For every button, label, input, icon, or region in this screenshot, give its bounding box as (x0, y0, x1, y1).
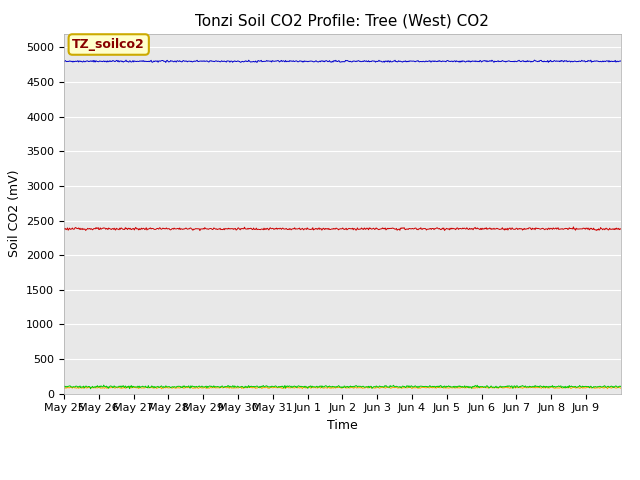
X-axis label: Time: Time (327, 419, 358, 432)
-16cm (399, 59, 407, 64)
Line: -4cm: -4cm (64, 387, 621, 389)
-16cm (162, 60, 170, 65)
-16cm (541, 59, 548, 64)
-8cm (484, 384, 492, 389)
-16cm (94, 59, 102, 64)
-16cm (122, 57, 130, 63)
-8cm (86, 386, 94, 392)
-4cm (94, 385, 102, 391)
Y-axis label: Soil CO2 (mV): Soil CO2 (mV) (8, 170, 20, 257)
-8cm (95, 384, 102, 390)
-2cm (384, 226, 392, 232)
-4cm (541, 385, 548, 391)
Line: -8cm: -8cm (64, 385, 621, 389)
Line: -2cm: -2cm (64, 227, 621, 230)
Text: TZ_soilco2: TZ_soilco2 (72, 38, 145, 51)
-4cm (60, 385, 68, 391)
-16cm (385, 59, 392, 64)
-2cm (399, 226, 406, 231)
-8cm (60, 384, 68, 390)
-8cm (416, 383, 424, 389)
Title: Tonzi Soil CO2 Profile: Tree (West) CO2: Tonzi Soil CO2 Profile: Tree (West) CO2 (195, 13, 490, 28)
-16cm (484, 58, 492, 64)
-4cm (416, 385, 424, 391)
-2cm (196, 228, 204, 233)
-4cm (385, 385, 392, 391)
-2cm (415, 226, 423, 231)
-8cm (399, 384, 407, 389)
Legend: -2cm, -4cm, -8cm, -16cm: -2cm, -4cm, -8cm, -16cm (200, 477, 485, 480)
-8cm (617, 384, 625, 389)
-8cm (100, 382, 108, 388)
-16cm (617, 58, 625, 64)
-2cm (94, 225, 102, 230)
-8cm (541, 384, 548, 389)
-2cm (483, 227, 491, 232)
-16cm (416, 59, 424, 64)
-8cm (385, 384, 392, 390)
-4cm (95, 384, 102, 390)
-4cm (399, 385, 407, 391)
-2cm (60, 227, 68, 232)
Line: -16cm: -16cm (64, 60, 621, 62)
-4cm (617, 385, 625, 391)
-4cm (157, 386, 165, 392)
-2cm (540, 227, 548, 232)
-2cm (617, 226, 625, 232)
-2cm (570, 224, 577, 230)
-16cm (60, 59, 68, 65)
-4cm (484, 384, 492, 390)
